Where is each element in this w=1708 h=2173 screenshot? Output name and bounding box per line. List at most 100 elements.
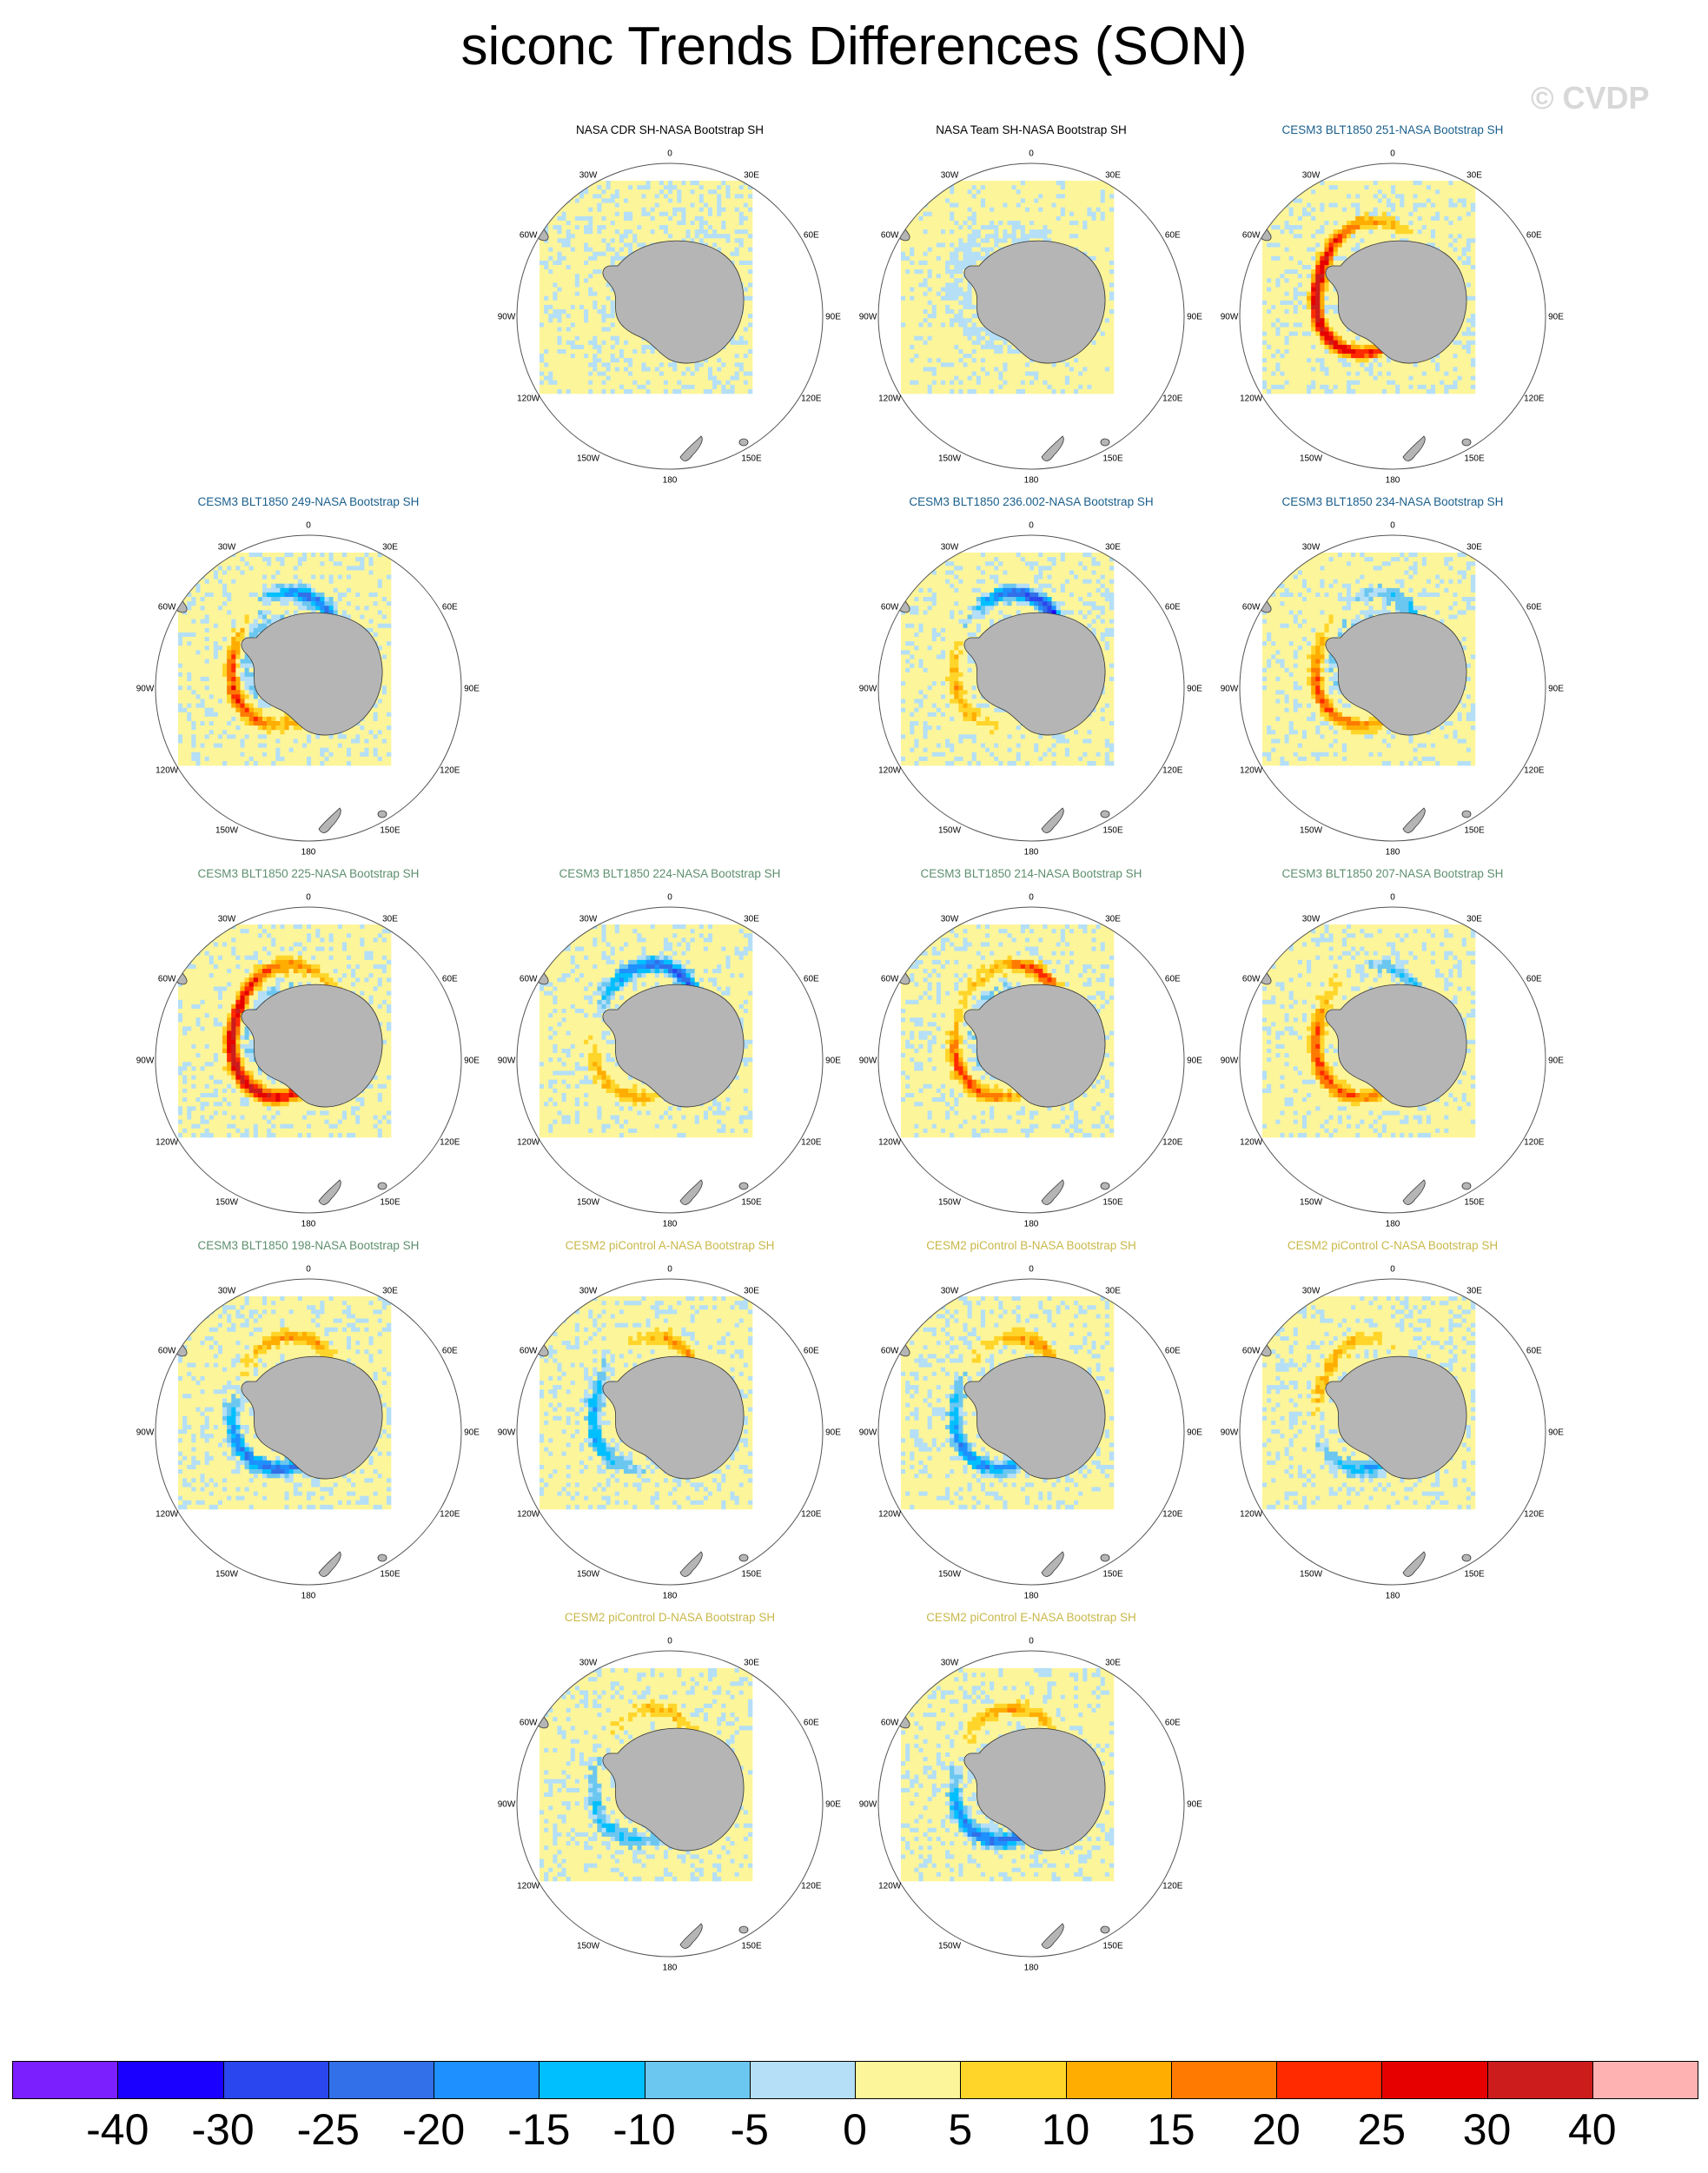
data-cell [588,291,593,296]
data-cell [905,260,910,266]
data-cell [1364,194,1369,199]
data-cell [540,247,545,252]
data-cell [734,264,739,270]
data-cell [994,340,999,346]
data-cell [725,181,731,186]
data-cell [1284,194,1289,199]
data-cell [1074,194,1079,199]
data-cell [910,327,915,332]
data-cell [738,367,745,372]
data-cell [659,371,665,376]
data-cell [540,335,545,341]
data-cell [698,367,705,372]
data-cell [1047,181,1052,186]
data-cell [743,384,749,390]
data-cell [570,220,576,226]
data-cell [601,211,606,217]
data-cell [1011,181,1016,186]
data-cell [1311,185,1316,190]
data-cell [1069,375,1075,381]
data-cell [561,384,566,390]
data-cell [1016,207,1022,213]
data-cell [1100,185,1106,190]
data-cell [984,215,990,222]
map-border [877,162,1185,470]
data-cell [918,287,924,292]
data-cell [641,371,646,376]
data-cell [1074,238,1079,243]
data-cell [579,318,585,323]
data-cell [738,194,745,199]
data-cell [901,348,906,354]
data-cell [1003,198,1008,203]
data-cell [725,367,731,372]
data-cell [725,194,731,199]
data-cell [1060,181,1066,186]
data-cell [940,371,946,376]
data-cell [940,234,946,239]
data-cell [645,194,651,199]
data-cell [967,287,972,292]
data-cell [971,255,977,262]
data-cell [721,202,726,208]
data-cell [734,335,739,341]
data-cell [677,371,682,376]
data-cell [601,264,606,270]
data-cell [570,215,576,222]
data-cell [963,291,968,296]
data-cell [574,207,580,213]
data-cell [579,238,585,243]
data-cell [553,229,558,235]
data-cell [663,362,669,368]
data-cell [1096,242,1101,248]
data-cell [1091,207,1096,213]
data-cell [1096,211,1101,217]
data-cell [593,274,598,279]
data-cell [743,278,749,283]
data-cell [905,194,910,199]
data-cell [632,375,638,381]
data-cell [743,322,749,328]
data-cell [954,295,959,301]
data-cell [1096,220,1101,226]
data-cell [561,234,566,239]
data-cell [597,229,602,235]
data-cell [743,234,749,239]
data-cell [990,242,995,248]
data-cell [1096,198,1101,203]
data-cell [914,362,919,368]
data-cell [1038,367,1043,372]
data-cell [1082,380,1088,386]
data-cell [1453,185,1458,190]
data-cell [1003,348,1008,354]
data-cell [994,185,999,190]
data-cell [1011,225,1016,230]
data-cell [936,371,942,376]
data-cell [976,234,982,239]
data-cell [1056,198,1062,203]
data-cell [588,295,593,301]
data-cell [1315,207,1321,213]
data-cell [1440,198,1445,203]
data-cell [963,344,968,350]
data-cell [584,220,589,226]
data-cell [936,344,942,350]
data-cell [984,211,990,217]
data-cell [574,304,580,310]
data-cell [730,384,735,390]
data-cell [668,211,673,217]
data-cell [734,189,739,195]
data-cell [971,207,977,213]
data-cell [1373,207,1378,213]
data-cell [967,260,972,266]
data-cell [593,354,598,359]
data-cell [681,207,686,213]
data-cell [553,304,558,310]
data-cell [614,255,620,262]
data-cell [1301,189,1307,195]
data-cell [570,314,576,319]
data-cell [730,335,735,341]
data-cell [994,335,999,341]
data-cell [1069,234,1075,239]
data-cell [566,362,572,368]
